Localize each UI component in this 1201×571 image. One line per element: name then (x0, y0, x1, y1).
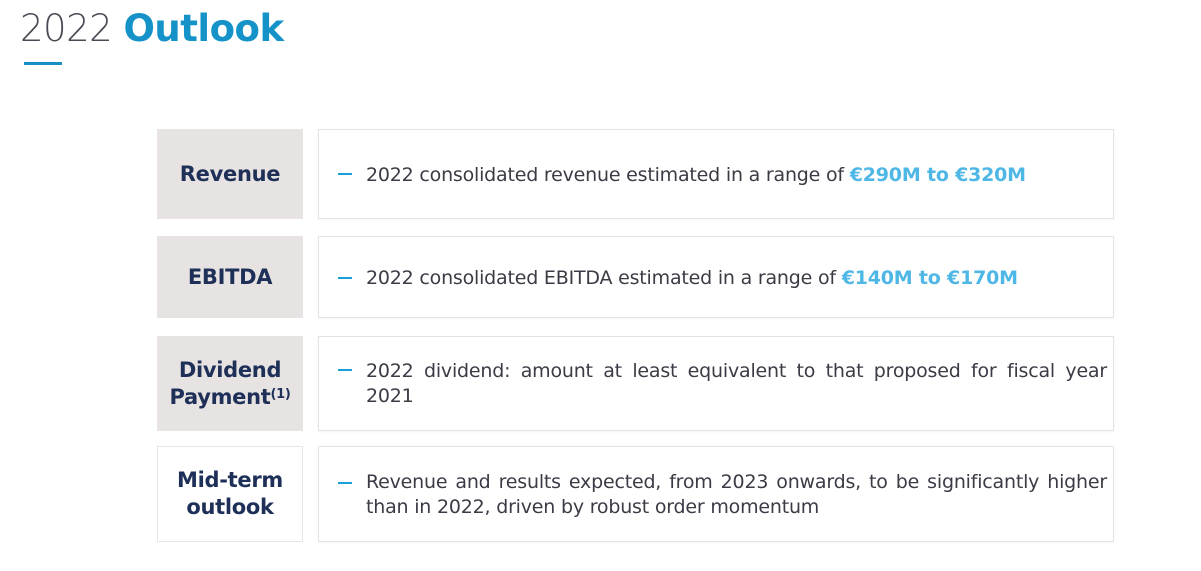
row-text: Revenue and results expected, from 2023 … (366, 471, 1107, 518)
page-title: 2022 Outlook (20, 6, 284, 52)
title-year: 2022 (20, 7, 113, 50)
row-text-highlight: €290M to €320M (849, 164, 1026, 186)
row-text: 2022 dividend: amount at least equivalen… (366, 360, 1107, 407)
title-word: Outlook (123, 7, 284, 50)
dash-bullet-icon (338, 369, 352, 371)
row-text-highlight: €140M to €170M (841, 267, 1018, 289)
row-label-revenue: Revenue (157, 129, 303, 219)
row-content-revenue: 2022 consolidated revenue estimated in a… (318, 129, 1114, 219)
row-label-dividend-payment: Dividend Payment(1) (157, 336, 303, 431)
row-label-text: Revenue (179, 161, 281, 186)
dash-bullet-icon (338, 277, 352, 279)
row-label-line1: Dividend (178, 357, 282, 382)
row-text-body: 2022 consolidated EBITDA estimated in a … (366, 267, 842, 289)
row-label-line2: outlook (186, 495, 274, 519)
row-label-line1: Mid-term (177, 468, 283, 492)
footnote-marker: (1) (270, 386, 291, 402)
row-label-ebitda: EBITDA (157, 236, 303, 318)
row-content-ebitda: 2022 consolidated EBITDA estimated in a … (318, 236, 1114, 318)
row-label-text: EBITDA (187, 264, 273, 289)
row-label-line2: Payment(1) (169, 384, 291, 409)
row-content-mid-term-outlook: Revenue and results expected, from 2023 … (318, 446, 1114, 542)
row-text: 2022 consolidated EBITDA estimated in a … (366, 266, 1107, 291)
dash-bullet-icon (338, 482, 352, 484)
row-content-dividend-payment: 2022 dividend: amount at least equivalen… (318, 336, 1114, 431)
title-underline (24, 62, 62, 65)
row-text: 2022 consolidated revenue estimated in a… (366, 163, 1107, 188)
row-text-body: 2022 consolidated revenue estimated in a… (366, 164, 850, 186)
dash-bullet-icon (338, 173, 352, 175)
row-label-mid-term-outlook: Mid-term outlook (157, 446, 303, 542)
